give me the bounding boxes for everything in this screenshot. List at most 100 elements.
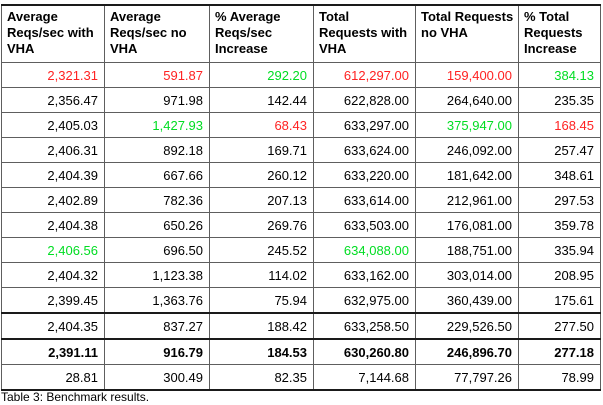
table-cell: 2,321.31 [1,62,105,88]
table-row: 28.81 300.49 82.35 7,144.68 77,797.26 78.99 [1,364,601,391]
table-cell: 633,220.00 [313,162,416,188]
table-cell: 633,624.00 [313,137,416,163]
table-cell: 2,402.89 [1,187,105,213]
table-cell: 229,526.50 [415,312,519,340]
table-cell: 2,356.47 [1,87,105,113]
table-cell: 77,797.26 [415,364,519,391]
table-cell: 269.76 [209,212,314,238]
table-cell: 2,406.56 [1,237,105,263]
table-cell: 208.95 [518,262,601,288]
table-cell: 2,391.11 [1,338,105,365]
table-cell: 2,406.31 [1,137,105,163]
table-row: 2,391.11 916.79 184.53 630,260.80 246,896.70… [1,338,601,365]
table-cell: 169.71 [209,137,314,163]
table-cell: 2,405.03 [1,112,105,138]
column-header: Average Reqs/sec no VHA [104,4,210,63]
table-cell: 375,947.00 [415,112,519,138]
table-cell: 2,399.45 [1,287,105,314]
table-cell: 782.36 [104,187,210,213]
table-cell: 359.78 [518,212,601,238]
table-cell: 68.43 [209,112,314,138]
table-cell: 292.20 [209,62,314,88]
table-cell: 300.49 [104,364,210,391]
table-cell: 188,751.00 [415,237,519,263]
table-cell: 384.13 [518,62,601,88]
table-cell: 303,014.00 [415,262,519,288]
table-cell: 696.50 [104,237,210,263]
table-cell: 633,297.00 [313,112,416,138]
table-row: 2,404.35 837.27 188.42 633,258.50 229,526.50… [1,312,601,340]
table-cell: 260.12 [209,162,314,188]
table-cell: 264,640.00 [415,87,519,113]
table-cell: 159,400.00 [415,62,519,88]
table-cell: 630,260.80 [313,338,416,365]
table-row: 2,321.31 591.87 292.20 612,297.00 159,400.00… [1,62,601,88]
table-cell: 650.26 [104,212,210,238]
table-cell: 176,081.00 [415,212,519,238]
table-row: 2,399.45 1,363.76 75.94 632,975.00 360,439.0… [1,287,601,314]
table-cell: 634,088.00 [313,237,416,263]
table-cell: 207.13 [209,187,314,213]
column-header: % Average Reqs/sec Increase [209,4,314,63]
table-cell: 667.66 [104,162,210,188]
table-cell: 181,642.00 [415,162,519,188]
table-cell: 335.94 [518,237,601,263]
column-header: % Total Requests Increase [518,4,601,63]
table-cell: 348.61 [518,162,601,188]
table-cell: 82.35 [209,364,314,391]
table-cell: 360,439.00 [415,287,519,314]
table-cell: 297.53 [518,187,601,213]
table-cell: 1,363.76 [104,287,210,314]
table-cell: 622,828.00 [313,87,416,113]
table-cell: 2,404.39 [1,162,105,188]
table-cell: 75.94 [209,287,314,314]
table-cell: 175.61 [518,287,601,314]
table-cell: 1,123.38 [104,262,210,288]
table-cell: 277.18 [518,338,601,365]
table-row: 2,406.31 892.18 169.71 633,624.00 246,092.00… [1,137,601,163]
table-cell: 971.98 [104,87,210,113]
table-row: 2,404.38 650.26 269.76 633,503.00 176,081.00… [1,212,601,238]
table-cell: 591.87 [104,62,210,88]
table-cell: 633,162.00 [313,262,416,288]
table-cell: 188.42 [209,312,314,340]
table-cell: 28.81 [1,364,105,391]
table-body: 2,321.31 591.87 292.20 612,297.00 159,400.00… [1,62,601,391]
table-row: 2,405.03 1,427.93 68.43 633,297.00 375,947.0… [1,112,601,138]
column-header: Total Requests with VHA [313,4,416,63]
table-cell: 633,258.50 [313,312,416,340]
table-cell: 245.52 [209,237,314,263]
benchmark-table: Average Reqs/sec with VHA Average Reqs/se… [1,4,601,391]
table-cell: 612,297.00 [313,62,416,88]
table-row: 2,356.47 971.98 142.44 622,828.00 264,640.00… [1,87,601,113]
table-cell: 114.02 [209,262,314,288]
table-cell: 246,092.00 [415,137,519,163]
table-cell: 837.27 [104,312,210,340]
header-row: Average Reqs/sec with VHA Average Reqs/se… [1,4,601,63]
column-header: Average Reqs/sec with VHA [1,4,105,63]
table-cell: 633,503.00 [313,212,416,238]
table-row: 2,404.32 1,123.38 114.02 633,162.00 303,014.… [1,262,601,288]
table-cell: 235.35 [518,87,601,113]
table-cell: 2,404.32 [1,262,105,288]
table-cell: 7,144.68 [313,364,416,391]
table-cell: 212,961.00 [415,187,519,213]
table-row: 2,406.56 696.50 245.52 634,088.00 188,751.00… [1,237,601,263]
table-cell: 277.50 [518,312,601,340]
table-cell: 2,404.38 [1,212,105,238]
table-cell: 257.47 [518,137,601,163]
table-cell: 168.45 [518,112,601,138]
table-cell: 633,614.00 [313,187,416,213]
table-row: 2,404.39 667.66 260.12 633,220.00 181,642.00… [1,162,601,188]
table-cell: 2,404.35 [1,312,105,340]
table-cell: 184.53 [209,338,314,365]
table-row: 2,402.89 782.36 207.13 633,614.00 212,961.00… [1,187,601,213]
table-cell: 892.18 [104,137,210,163]
table-cell: 142.44 [209,87,314,113]
table-header: Average Reqs/sec with VHA Average Reqs/se… [1,4,601,63]
table-cell: 916.79 [104,338,210,365]
column-header: Total Requests no VHA [415,4,519,63]
table-cell: 632,975.00 [313,287,416,314]
table-cell: 1,427.93 [104,112,210,138]
